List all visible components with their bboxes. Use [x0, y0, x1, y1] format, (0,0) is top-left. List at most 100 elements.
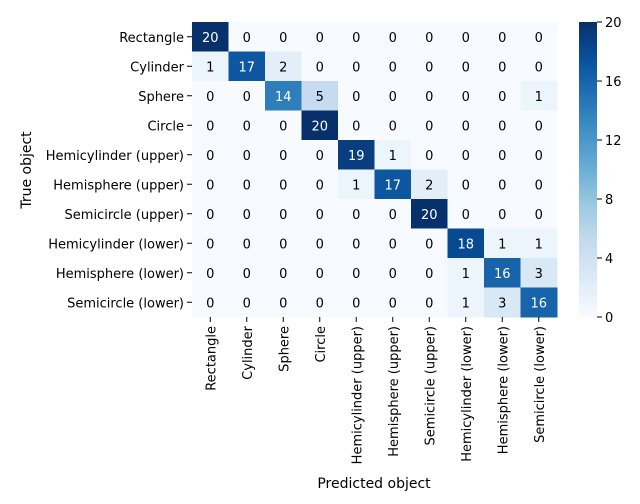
cell-value-label: 0 [535, 149, 543, 164]
cell-value-label: 0 [425, 267, 433, 282]
cell-value-label: 3 [535, 267, 543, 282]
heatmap-cell [484, 22, 521, 52]
cell-value-label: 0 [425, 60, 433, 75]
heatmap-cell [228, 199, 266, 229]
heatmap-cell [265, 169, 302, 200]
cell-value-label: 0 [243, 178, 251, 193]
cell-value-label: 0 [206, 267, 214, 282]
x-tick-label: Semicircle (upper) [423, 326, 438, 445]
cell-value-label: 0 [279, 119, 287, 134]
heatmap-cell [338, 81, 375, 111]
cell-value-label: 0 [535, 60, 543, 75]
cell-value-label: 0 [206, 90, 214, 105]
cell-value-label: 0 [462, 178, 470, 193]
heatmap-cell [301, 228, 339, 259]
heatmap-cell [338, 22, 375, 52]
cell-value-label: 0 [425, 149, 433, 164]
heatmap-cell [520, 22, 558, 52]
cell-value-label: 0 [279, 178, 287, 193]
y-tick-label: Semicircle (lower) [67, 296, 184, 311]
cell-value-label: 0 [352, 90, 360, 105]
heatmap-cell [484, 51, 521, 82]
y-tick-label: Circle [147, 119, 184, 134]
heatmap-cell [301, 110, 339, 141]
cell-value-label: 0 [498, 208, 506, 223]
cell-value-label: 0 [352, 267, 360, 282]
cell-value-label: 0 [316, 178, 324, 193]
heatmap-cell [338, 169, 375, 200]
cell-value-label: 0 [462, 208, 470, 223]
colorbar-tick-label: 4 [605, 252, 613, 267]
x-tick-label: Circle [314, 326, 329, 363]
y-tick-label: Cylinder [130, 60, 184, 75]
cell-value-label: 0 [389, 267, 397, 282]
heatmap-cell [192, 51, 229, 82]
cell-value-label: 0 [206, 208, 214, 223]
cell-value-label: 0 [206, 296, 214, 311]
heatmap-cell [265, 258, 302, 288]
cell-value-label: 0 [462, 149, 470, 164]
cell-value-label: 0 [279, 296, 287, 311]
heatmap-cell [192, 228, 229, 259]
cell-value-label: 0 [498, 119, 506, 134]
cell-value-label: 1 [498, 237, 506, 252]
heatmap-cell [520, 169, 558, 200]
heatmap-cell [374, 287, 412, 318]
heatmap-cell [447, 22, 485, 52]
cell-value-label: 0 [389, 31, 397, 46]
heatmap-cell [447, 258, 485, 288]
heatmap-cell [447, 81, 485, 111]
heatmap-cell [338, 258, 375, 288]
heatmap-cell [520, 199, 558, 229]
cell-value-label: 0 [352, 296, 360, 311]
colorbar-gradient [579, 22, 597, 317]
cell-value-label: 19 [348, 149, 365, 164]
cell-value-label: 0 [206, 178, 214, 193]
heatmap-cell [411, 169, 448, 200]
colorbar-tick-label: 8 [605, 193, 613, 208]
cell-value-label: 1 [389, 149, 397, 164]
heatmap-cell [192, 169, 229, 200]
cell-value-label: 0 [206, 237, 214, 252]
cell-value-label: 1 [535, 237, 543, 252]
heatmap-cell [192, 110, 229, 141]
y-axis-label: True object [19, 131, 35, 210]
heatmap-cell [192, 140, 229, 170]
heatmap-cell [228, 81, 266, 111]
heatmap-cell [411, 51, 448, 82]
cell-value-label: 0 [316, 149, 324, 164]
cell-value-label: 0 [425, 237, 433, 252]
cell-value-label: 16 [494, 267, 511, 282]
cell-value-label: 0 [243, 267, 251, 282]
cell-value-label: 16 [530, 296, 547, 311]
cell-value-label: 0 [352, 237, 360, 252]
cell-value-label: 14 [275, 90, 292, 105]
heatmap-cell [228, 140, 266, 170]
heatmap-cell [228, 228, 266, 259]
cell-value-label: 0 [389, 119, 397, 134]
cell-value-label: 17 [384, 178, 401, 193]
heatmap-cell [228, 287, 266, 318]
cell-value-label: 0 [316, 237, 324, 252]
heatmap-cell [228, 22, 266, 52]
cell-value-label: 17 [238, 60, 255, 75]
heatmap-cell [301, 287, 339, 318]
cell-value-label: 0 [462, 90, 470, 105]
cell-value-label: 0 [206, 119, 214, 134]
cell-value-label: 5 [316, 90, 324, 105]
cell-value-label: 0 [498, 31, 506, 46]
y-tick-label: Hemicylinder (lower) [48, 237, 184, 252]
cell-value-label: 0 [316, 296, 324, 311]
cell-value-label: 0 [206, 149, 214, 164]
cell-value-label: 0 [535, 31, 543, 46]
y-tick-label: Rectangle [119, 31, 184, 46]
heatmap-cell [484, 228, 521, 259]
heatmap-cell [301, 22, 339, 52]
heatmap-cell [484, 199, 521, 229]
x-tick-label: Hemicylinder (upper) [350, 326, 365, 464]
cell-value-label: 1 [352, 178, 360, 193]
heatmap-cell [228, 110, 266, 141]
cell-value-label: 0 [462, 31, 470, 46]
cell-value-label: 0 [389, 237, 397, 252]
